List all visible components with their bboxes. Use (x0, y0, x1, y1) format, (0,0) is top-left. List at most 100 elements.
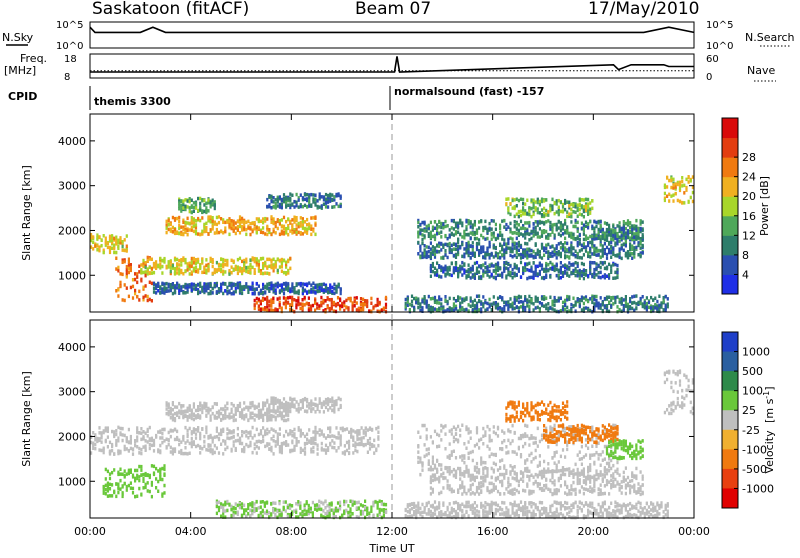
power-data-cell (434, 299, 436, 303)
power-data-cell (193, 287, 195, 291)
vel-data-cell (245, 443, 247, 447)
vel-data-cell (258, 411, 260, 415)
vel-data-cell (304, 442, 306, 446)
power-data-cell (438, 250, 440, 254)
power-data-cell (195, 262, 197, 266)
power-data-cell (583, 277, 585, 281)
power-data-cell (168, 219, 170, 223)
power-data-cell (170, 266, 172, 270)
power-data-cell (524, 242, 526, 246)
power-data-cell (254, 299, 256, 303)
vel-data-cell (122, 433, 124, 437)
power-data-cell (291, 226, 293, 230)
power-data-cell (507, 208, 509, 212)
power-data-cell (254, 307, 256, 311)
power-data-cell (308, 281, 310, 285)
power-data-cell (589, 255, 591, 259)
vel-data-cell (241, 413, 243, 417)
power-data-cell (440, 248, 442, 252)
power-data-cell (370, 297, 372, 301)
power-data-cell (306, 231, 308, 235)
power-data-cell (577, 274, 579, 278)
power-data-cell (577, 270, 579, 274)
power-data-cell (174, 232, 176, 236)
vel-data-cell (266, 416, 268, 420)
vel-data-cell (115, 429, 117, 433)
vel-data-cell (243, 414, 245, 418)
power-data-cell (266, 198, 268, 202)
vel-data-cell (329, 435, 331, 439)
power-data-cell (295, 303, 297, 307)
power-data-cell (589, 297, 591, 301)
power-data-cell (585, 238, 587, 242)
vel-data-cell (195, 436, 197, 440)
power-data-cell (537, 299, 539, 303)
power-data-cell (675, 185, 677, 189)
power-data-cell (241, 228, 243, 232)
power-data-cell (155, 291, 157, 295)
power-data-cell (478, 294, 480, 298)
power-data-cell (514, 205, 516, 209)
power-data-cell (512, 272, 514, 276)
power-data-cell (667, 305, 669, 309)
power-data-cell (499, 295, 501, 299)
power-data-cell (621, 297, 623, 301)
power-data-cell (616, 224, 618, 228)
vel-data-cell (260, 415, 262, 419)
power-data-cell (530, 254, 532, 258)
vel-data-cell (293, 398, 295, 402)
power-data-cell (310, 308, 312, 312)
power-data-cell (285, 283, 287, 287)
power-data-cell (526, 248, 528, 252)
power-data-cell (610, 265, 612, 269)
vel-data-cell (369, 437, 371, 441)
vel-data-cell (189, 452, 191, 456)
power-data-cell (428, 255, 430, 259)
power-data-cell (505, 276, 507, 280)
power-data-cell (549, 252, 551, 256)
vel-data-cell (308, 403, 310, 407)
vel-data-cell (285, 413, 287, 417)
vel-data-cell (182, 410, 184, 414)
vel-data-cell (153, 442, 155, 446)
vel-data-cell (191, 413, 193, 417)
vel-data-cell (119, 433, 121, 437)
power-data-cell (556, 263, 558, 267)
vel-data-cell (178, 402, 180, 406)
vel-data-cell (249, 402, 251, 406)
power-data-cell (679, 200, 681, 204)
power-data-cell (287, 289, 289, 293)
vel-data-cell (247, 445, 249, 449)
vel-data-cell (252, 426, 254, 430)
power-data-cell (528, 305, 530, 309)
power-data-cell (419, 249, 421, 253)
power-data-cell (537, 251, 539, 255)
vel-data-cell (201, 404, 203, 408)
power-data-cell (432, 226, 434, 230)
power-data-cell (113, 237, 115, 241)
power-data-cell (583, 307, 585, 311)
vel-data-cell (277, 439, 279, 443)
vel-data-cell (140, 427, 142, 431)
power-data-cell (518, 249, 520, 253)
power-data-cell (285, 231, 287, 235)
nsky-tick-bottom: 10^0 (56, 41, 83, 52)
power-data-cell (562, 232, 564, 236)
freq-tick-bottom: 8 (64, 72, 70, 83)
power-data-cell (312, 290, 314, 294)
vel-data-cell (130, 441, 132, 445)
power-data-cell (476, 295, 478, 299)
power-data-cell (589, 261, 591, 265)
power-data-cell (472, 275, 474, 279)
power-data-cell (595, 225, 597, 229)
power-data-cell (514, 302, 516, 306)
power-data-cell (606, 296, 608, 300)
power-data-cell (604, 297, 606, 301)
power-data-cell (537, 306, 539, 310)
power-data-cell (468, 263, 470, 267)
power-data-cell (254, 288, 256, 292)
power-data-cell (379, 301, 381, 305)
power-data-cell (453, 297, 455, 301)
power-data-cell (287, 217, 289, 221)
power-data-cell (256, 226, 258, 230)
